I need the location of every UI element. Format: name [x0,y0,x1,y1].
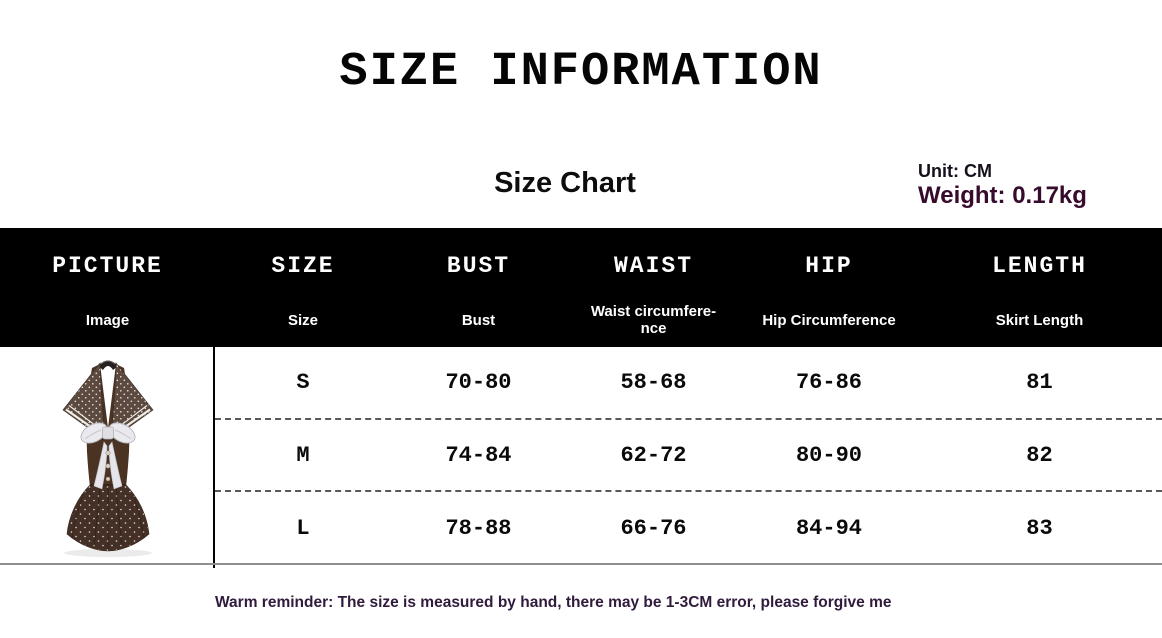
column-header-size: SIZE Size [215,228,391,347]
column-header-label: LENGTH [992,253,1087,279]
table-header-bar: PICTURE Image SIZE Size BUST Bust WAIST … [0,228,1162,347]
hip-value: 76-86 [795,370,862,395]
column-header-label: PICTURE [52,253,163,279]
table-row-m: M 74-84 62-72 80-90 82 [215,420,1162,492]
column-header-waist: WAIST Waist circumfere- nce [566,228,741,347]
product-image-cell [0,347,215,565]
column-subheader-label: Image [85,311,130,329]
table-row-l: L 78-88 66-76 84-94 83 [215,492,1162,565]
size-table-body: S 70-80 58-68 76-86 81 M 74-84 62-72 80-… [215,347,1162,565]
table-bottom-rule [0,563,1162,565]
column-header-bust: BUST Bust [391,228,566,347]
column-subheader-label: Waist circumfere- nce [590,303,717,337]
column-subheader-label: Skirt Length [995,311,1084,329]
table-vertical-divider [213,347,215,568]
page-title: SIZE INFORMATION [339,46,823,99]
column-header-label: WAIST [613,253,693,279]
bust-value: 74-84 [445,442,512,468]
size-value: M [296,442,310,468]
table-row-s: S 70-80 58-68 76-86 81 [215,347,1162,420]
column-header-picture: PICTURE Image [0,228,215,347]
column-header-hip: HIP Hip Circumference [741,228,917,347]
hip-value: 80-90 [795,442,862,468]
length-value: 83 [1026,516,1053,541]
size-value: L [296,516,310,541]
bow [80,422,135,489]
length-value: 81 [1026,370,1053,395]
column-header-label: HIP [805,253,853,279]
length-value: 82 [1026,442,1053,468]
waist-value: 66-76 [620,516,687,541]
hip-value: 84-94 [795,516,862,541]
bust-value: 78-88 [445,516,512,541]
unit-label: Unit: CM [918,161,992,181]
column-subheader-label: Hip Circumference [762,311,896,329]
bust-value: 70-80 [445,370,512,395]
column-header-label: SIZE [271,253,335,279]
waist-value: 58-68 [620,370,687,395]
column-subheader-label: Bust [461,311,496,329]
column-header-label: BUST [446,253,511,279]
column-subheader-label: Size [287,311,318,329]
column-header-length: LENGTH Skirt Length [917,228,1162,347]
warm-reminder-text: Warm reminder: The size is measured by h… [215,594,892,611]
waist-value: 62-72 [620,442,687,468]
size-value: S [296,370,310,395]
size-chart-heading: Size Chart [494,167,636,199]
product-dress-image [62,360,153,557]
unit-weight-block: Unit: CM Weight: 0.17kg [918,161,1087,210]
weight-label: Weight: 0.17kg [918,182,1087,210]
